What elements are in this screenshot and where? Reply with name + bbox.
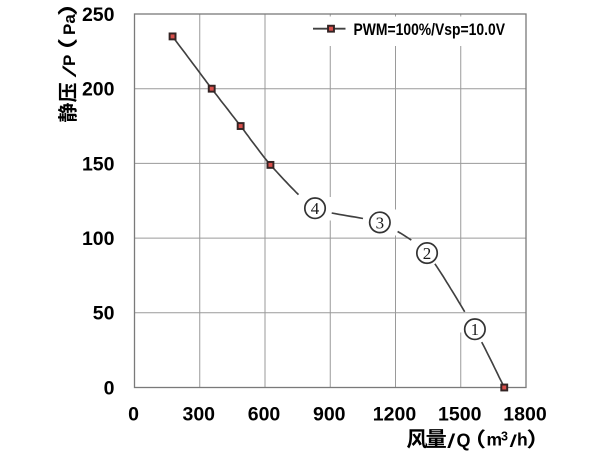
svg-text:1800: 1800	[503, 403, 547, 425]
svg-text:200: 200	[82, 79, 115, 101]
svg-text:Pa: Pa	[60, 14, 79, 35]
svg-text:1200: 1200	[373, 403, 417, 425]
svg-text:150: 150	[82, 153, 115, 175]
svg-text:P: P	[60, 55, 79, 66]
svg-text:600: 600	[248, 403, 281, 425]
svg-text:0: 0	[104, 377, 115, 399]
svg-text:50: 50	[93, 303, 115, 325]
svg-text:1500: 1500	[438, 403, 482, 425]
svg-text:0: 0	[128, 403, 139, 425]
svg-text:100: 100	[82, 228, 115, 250]
svg-text:Q: Q	[457, 431, 471, 451]
svg-text:300: 300	[182, 403, 215, 425]
svg-text:4: 4	[311, 199, 320, 218]
svg-text:900: 900	[313, 403, 346, 425]
svg-text:1: 1	[471, 320, 480, 339]
svg-text:h: h	[517, 430, 528, 450]
svg-text:250: 250	[82, 4, 115, 26]
svg-text:3: 3	[501, 430, 508, 444]
svg-text:2: 2	[423, 244, 432, 263]
svg-text:3: 3	[376, 213, 385, 232]
svg-text:m: m	[487, 430, 503, 450]
svg-text:PWM=100%/Vsp=10.0V: PWM=100%/Vsp=10.0V	[354, 20, 506, 39]
